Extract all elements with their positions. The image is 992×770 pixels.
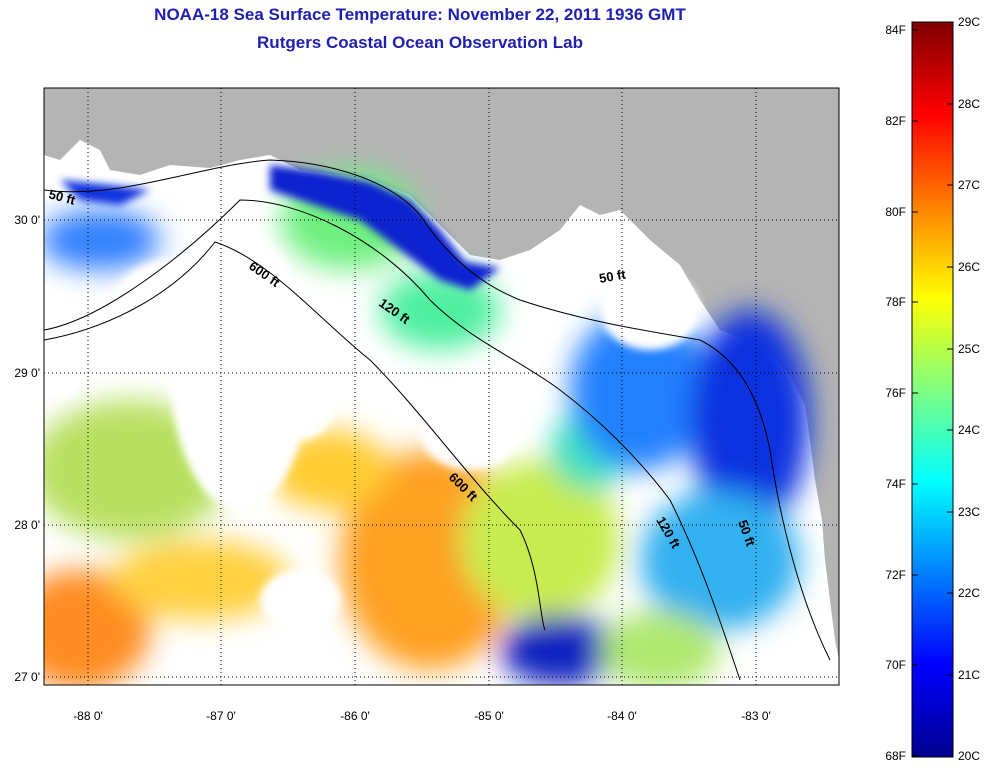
c-label: 27C: [958, 178, 980, 192]
c-label: 24C: [958, 423, 980, 437]
c-label: 23C: [958, 505, 980, 519]
lon-tick: -83 0': [741, 709, 771, 723]
lat-tick: 30 0': [14, 213, 40, 227]
lat-tick: 29 0': [14, 366, 40, 380]
f-label: 74F: [885, 477, 906, 491]
f-label: 78F: [885, 295, 906, 309]
lat-tick: 27 0': [14, 670, 40, 684]
f-label: 72F: [885, 568, 906, 582]
longitude-ticks: -88 0' -87 0' -86 0' -85 0' -84 0' -83 0…: [73, 709, 771, 723]
lon-tick: -85 0': [474, 709, 504, 723]
lon-tick: -88 0': [73, 709, 103, 723]
contour-label: 50 ft: [598, 266, 628, 286]
c-label: 26C: [958, 260, 980, 274]
f-label: 68F: [885, 749, 906, 763]
c-label: 29C: [958, 15, 980, 29]
colorbar-gradient: [911, 21, 954, 758]
colorbar-f-labels: 84F 82F 80F 78F 76F 74F 72F 70F 68F: [885, 23, 906, 763]
c-label: 22C: [958, 586, 980, 600]
cloud-mask: [44, 230, 700, 630]
f-label: 70F: [885, 658, 906, 672]
contour-label: 50 ft: [47, 186, 77, 208]
c-label: 21C: [958, 668, 980, 682]
c-label: 20C: [958, 749, 980, 763]
colorbar-c-labels: 29C 28C 27C 26C 25C 24C 23C 22C 21C 20C: [958, 15, 980, 763]
lon-tick: -84 0': [607, 709, 637, 723]
lon-tick: -86 0': [340, 709, 370, 723]
latitude-ticks: 30 0' 29 0' 28 0' 27 0': [14, 213, 40, 684]
map-border: [43, 87, 840, 686]
colorbar: 84F 82F 80F 78F 76F 74F 72F 70F 68F 29C …: [885, 15, 980, 763]
c-label: 25C: [958, 342, 980, 356]
sst-field: [44, 170, 810, 685]
bathymetry-contours: [44, 159, 831, 681]
f-label: 80F: [885, 205, 906, 219]
lon-tick: -87 0': [206, 709, 236, 723]
map-subtitle: Rutgers Coastal Ocean Observation Lab: [257, 33, 583, 52]
f-label: 76F: [885, 386, 906, 400]
colorbar-tick-marks: [912, 21, 953, 757]
graticule: [44, 88, 839, 685]
coastal-cold-band: [60, 165, 500, 290]
map-frame: [44, 88, 839, 685]
f-label: 82F: [885, 114, 906, 128]
map-title: NOAA-18 Sea Surface Temperature: Novembe…: [154, 5, 686, 24]
f-label: 84F: [885, 23, 906, 37]
c-label: 28C: [958, 97, 980, 111]
lat-tick: 28 0': [14, 518, 40, 532]
